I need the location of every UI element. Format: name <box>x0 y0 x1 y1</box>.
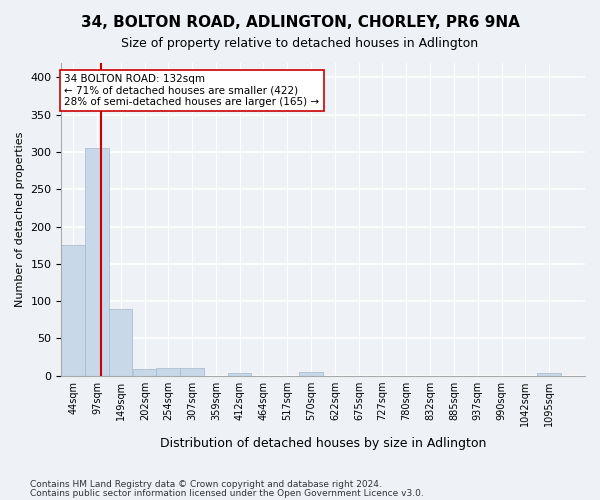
Text: Size of property relative to detached houses in Adlington: Size of property relative to detached ho… <box>121 38 479 51</box>
Bar <box>85 148 109 376</box>
Bar <box>228 374 251 376</box>
Bar <box>537 374 560 376</box>
Y-axis label: Number of detached properties: Number of detached properties <box>15 132 25 307</box>
X-axis label: Distribution of detached houses by size in Adlington: Distribution of detached houses by size … <box>160 437 487 450</box>
Bar <box>133 369 157 376</box>
Text: Contains HM Land Registry data © Crown copyright and database right 2024.: Contains HM Land Registry data © Crown c… <box>30 480 382 489</box>
Text: 34, BOLTON ROAD, ADLINGTON, CHORLEY, PR6 9NA: 34, BOLTON ROAD, ADLINGTON, CHORLEY, PR6… <box>80 15 520 30</box>
Bar <box>61 245 85 376</box>
Bar <box>109 308 133 376</box>
Bar <box>181 368 204 376</box>
Text: 34 BOLTON ROAD: 132sqm
← 71% of detached houses are smaller (422)
28% of semi-de: 34 BOLTON ROAD: 132sqm ← 71% of detached… <box>64 74 319 107</box>
Text: Contains public sector information licensed under the Open Government Licence v3: Contains public sector information licen… <box>30 488 424 498</box>
Bar <box>299 372 323 376</box>
Bar <box>157 368 180 376</box>
